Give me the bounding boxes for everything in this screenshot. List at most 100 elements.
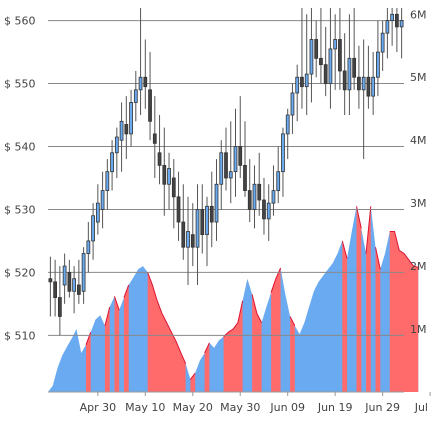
candle	[300, 8, 304, 109]
date-tick-label: May 20	[173, 401, 213, 414]
price-tick-label: $ 530	[4, 203, 36, 216]
volume-down-outline	[223, 300, 244, 337]
candle-body-down	[224, 152, 228, 179]
candle	[385, 8, 390, 59]
candle	[214, 159, 219, 241]
price-tick-label: $ 560	[4, 15, 36, 28]
candle-body-up	[133, 89, 138, 103]
candle-body-down	[243, 164, 247, 191]
volume-down-segment	[104, 307, 110, 392]
candle-body-up	[328, 48, 333, 84]
volume-down-outline	[341, 240, 348, 259]
date-tick-label: May 10	[125, 401, 165, 414]
candle-body-down	[314, 39, 319, 59]
candle-body-up	[214, 183, 219, 223]
candle-body-up	[266, 202, 271, 220]
candle	[376, 20, 380, 97]
candle	[243, 121, 247, 197]
volume-down-outline	[113, 296, 120, 311]
volume-down-outline	[104, 306, 111, 327]
date-tick-label: Jun 19	[317, 401, 353, 414]
volume-down-outline	[190, 372, 196, 380]
candle-body-up	[91, 215, 95, 242]
candle	[190, 203, 195, 267]
candle-body-up	[138, 76, 143, 91]
candle	[323, 26, 328, 97]
candle	[76, 259, 81, 304]
candle	[233, 108, 238, 197]
date-axis: Apr 30 May 10 May 20 May 30 Jun 09 Jun 19 Jun …	[48, 391, 432, 414]
candle	[86, 222, 91, 273]
candle	[72, 266, 76, 314]
candle	[181, 184, 186, 260]
candle	[281, 127, 285, 197]
candle	[342, 33, 347, 116]
candle	[224, 127, 228, 191]
volume-tick-label: 2M	[410, 260, 427, 273]
candle-body-down	[162, 164, 167, 185]
volume-up-area	[48, 206, 419, 392]
candle-body-up	[371, 76, 376, 97]
candle	[167, 152, 171, 210]
candle-body-up	[309, 39, 314, 75]
candle-body-up	[304, 73, 309, 88]
candle-body-down	[157, 152, 162, 166]
volume-area	[48, 206, 419, 392]
candle-body-up	[233, 146, 238, 173]
candle	[186, 196, 190, 285]
volume-down-outline	[270, 267, 282, 293]
candle	[219, 140, 224, 210]
volume-down-segment	[271, 267, 281, 392]
volume-down-segment	[375, 247, 381, 392]
candle-body-up	[205, 205, 209, 236]
candle-body-up	[281, 133, 285, 173]
candle-body-down	[262, 199, 266, 220]
candle-body-up	[72, 278, 76, 292]
candle	[319, 8, 323, 84]
candle	[357, 45, 361, 109]
candle-body-down	[57, 297, 62, 317]
candle	[252, 165, 257, 229]
volume-tick-label: 3M	[410, 197, 427, 210]
candle	[162, 127, 167, 216]
candle-body-up	[228, 171, 233, 179]
candle-body-up	[186, 231, 190, 248]
candle	[200, 184, 205, 254]
candle	[100, 171, 105, 229]
candle-body-down	[143, 76, 148, 88]
candle-body-up	[333, 39, 338, 50]
candle	[157, 115, 162, 185]
candle-body-up	[271, 190, 276, 204]
candle	[124, 96, 129, 160]
candle-body-down	[148, 89, 152, 122]
candle	[390, 8, 395, 46]
candle-body-up	[114, 136, 119, 154]
candle-body-up	[276, 171, 281, 191]
candle	[366, 45, 371, 109]
candle	[129, 89, 133, 147]
volume-down-outline	[251, 294, 263, 323]
candle-body-down	[190, 234, 195, 248]
volume-down-segment	[123, 284, 129, 392]
candle-body-up	[129, 102, 133, 135]
candle	[276, 146, 281, 204]
candle-body-down	[342, 70, 347, 91]
candle-body-down	[171, 177, 176, 198]
candle	[95, 184, 100, 235]
volume-down-outline	[147, 272, 187, 364]
volume-down-segment	[389, 231, 419, 392]
candle-body-up	[295, 76, 300, 94]
price-tick-label: $ 520	[4, 266, 36, 279]
price-tick-label: $ 550	[4, 78, 36, 91]
volume-axis: 1M 2M 3M 4M 5M 6M	[410, 8, 427, 336]
volume-down-outline	[123, 284, 130, 298]
candle-body-down	[247, 190, 252, 210]
date-tick-label: Jun 09	[269, 401, 305, 414]
candle-body-down	[176, 196, 181, 223]
candle	[304, 14, 309, 116]
price-tick-label: $ 510	[4, 329, 36, 342]
candle	[361, 39, 366, 160]
candle-body-down	[300, 76, 304, 88]
